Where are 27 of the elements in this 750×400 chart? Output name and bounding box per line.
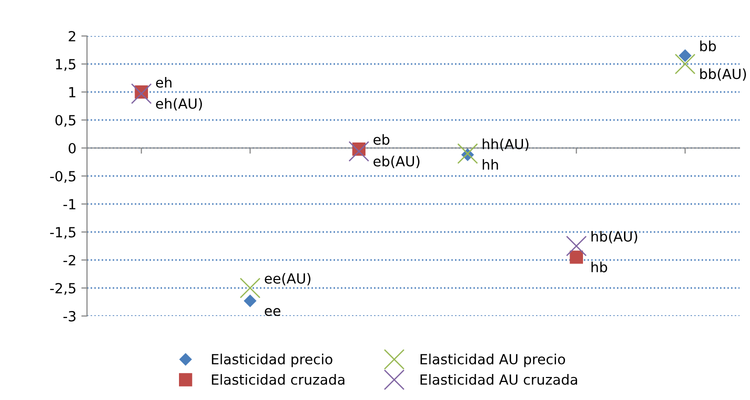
data-label: eb [374, 134, 390, 145]
data-label: hh(AU) [482, 138, 528, 151]
y-tick-label: -0,5 [50, 170, 76, 183]
y-tick-label: -2,5 [50, 282, 76, 295]
data-label: eh(AU) [156, 98, 202, 110]
y-tick-label: 2 [68, 30, 76, 42]
data-label: eh [156, 76, 172, 88]
data-label: hb [592, 262, 608, 272]
y-tick-label: -2 [63, 254, 76, 266]
y-tick-label: 1 [69, 87, 76, 98]
legend-label: Elasticidad precio [212, 354, 332, 368]
data-label: bb(AU) [700, 68, 746, 81]
y-tick-label: 0,5 [55, 114, 76, 127]
y-tick-label: 1,5 [56, 59, 76, 71]
data-label: hh [482, 159, 498, 170]
data-label: hb(AU) [592, 230, 638, 244]
data-label: bb [700, 40, 716, 52]
data-label: eb(AU) [374, 156, 420, 168]
legend-label: Elasticidad cruzada [212, 374, 344, 385]
y-tick-label: -1 [63, 199, 76, 210]
data-label: ee(AU) [264, 272, 310, 286]
y-tick-label: -1,5 [50, 227, 76, 239]
legend-label: Elasticidad AU precio [420, 354, 566, 368]
data-label: ee [264, 308, 280, 316]
y-tick-label: 0 [68, 142, 76, 154]
y-tick-label: -3 [63, 310, 76, 322]
legend-label: Elasticidad AU cruzada [420, 374, 578, 385]
